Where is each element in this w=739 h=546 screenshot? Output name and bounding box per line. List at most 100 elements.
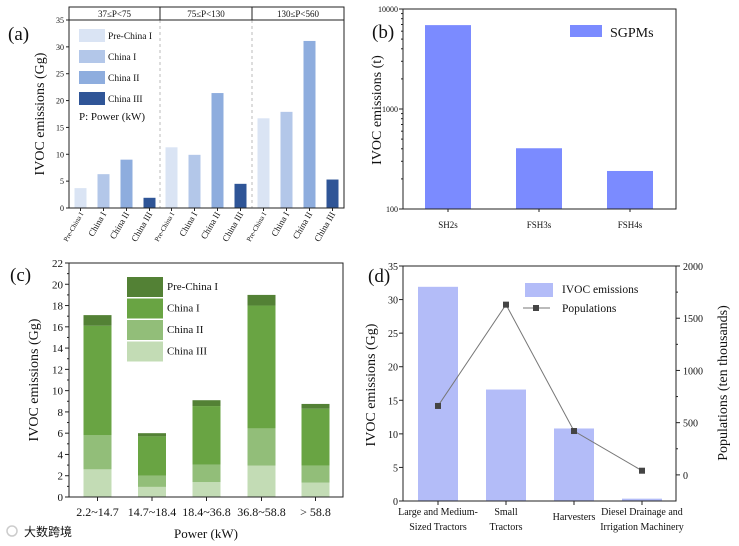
x-tick-label: 36.8~58.8 — [237, 505, 286, 519]
bar — [74, 188, 87, 208]
bar — [280, 111, 293, 208]
legend-label: China I — [167, 303, 200, 315]
y-tick-label: 5 — [60, 177, 64, 186]
watermark-logo-icon — [6, 525, 18, 537]
legend-swatch — [570, 25, 602, 37]
y-tick-label: 0 — [58, 492, 64, 504]
x-tick-label: FSH4s — [618, 220, 643, 230]
y-tick-label: 18 — [52, 301, 64, 313]
x-tick-label: > 58.8 — [300, 505, 331, 519]
y2-tick-label: 1000 — [683, 366, 703, 377]
stacked-bar-segment — [247, 305, 276, 429]
y-tick-label: 14 — [52, 343, 64, 355]
stacked-bar-segment — [192, 406, 221, 465]
group-header-label: 130≤P<560 — [277, 9, 320, 19]
legend-label: China I — [108, 53, 136, 63]
bar — [211, 93, 224, 208]
bar — [554, 428, 594, 501]
population-marker — [435, 402, 441, 409]
stacked-bar-segment — [192, 464, 221, 483]
y-tick-label: 20 — [388, 363, 398, 374]
stacked-bar-segment — [192, 482, 221, 497]
y2-axis-label: Populations (ten thousands) — [716, 305, 731, 461]
y2-tick-label: 2000 — [683, 262, 703, 273]
stacked-bar-segment — [301, 403, 330, 409]
legend-label: Populations — [562, 303, 617, 315]
panel-label-d: (d) — [368, 266, 390, 287]
legend-label: SGPMs — [610, 26, 654, 41]
y-tick-label: 6 — [58, 428, 64, 440]
stacked-bar-segment — [301, 408, 330, 466]
bar — [303, 40, 316, 208]
x-tick-label: Irrigation Machinery — [600, 522, 684, 533]
legend-label: China III — [167, 346, 207, 358]
bar — [425, 25, 471, 209]
legend-swatch — [127, 320, 163, 340]
plot-frame-c — [68, 262, 344, 498]
stacked-bar-segment — [247, 465, 276, 497]
panel-label-c: (c) — [10, 265, 31, 286]
y-tick-label: 25 — [388, 329, 398, 340]
x-tick-label: China I — [86, 210, 108, 238]
bar — [188, 154, 201, 208]
y-tick-label: 30 — [388, 296, 398, 307]
x-tick-label: China III — [312, 210, 337, 243]
stacked-bar-segment — [138, 436, 166, 476]
y-tick-label: 10 — [388, 430, 398, 441]
bar — [97, 174, 110, 208]
y-tick-label: 0 — [60, 204, 64, 213]
stacked-bar-segment — [138, 475, 166, 487]
plot-frame-b — [402, 8, 677, 210]
watermark: 大数跨境 — [24, 524, 72, 539]
panel-label-b: (b) — [372, 22, 394, 43]
bar — [234, 183, 247, 208]
x-tick-label: Pre-China I — [245, 210, 268, 243]
stacked-bar-segment — [301, 482, 330, 497]
y-axis-label: IVOC emissions (Gg) — [27, 318, 42, 441]
legend-label: Pre-China I — [167, 281, 218, 293]
legend-marker — [533, 305, 539, 311]
bar — [165, 147, 178, 208]
y-tick-label: 5 — [393, 463, 398, 474]
legend-swatch — [79, 50, 105, 63]
plot-frame-d — [402, 265, 677, 502]
bar — [120, 159, 133, 208]
stacked-bar-segment — [247, 428, 276, 466]
y-tick-label: 8 — [58, 407, 64, 419]
population-marker — [503, 301, 509, 308]
y-tick-label: 4 — [58, 449, 64, 461]
x-tick-label: SH2s — [438, 220, 458, 230]
y-tick-label: 22 — [52, 258, 63, 270]
y-tick-label: 2 — [58, 471, 64, 483]
y-tick-label: 12 — [52, 364, 63, 376]
x-axis-label: Power (kW) — [174, 526, 238, 541]
bar — [486, 389, 526, 501]
stacked-bar-segment — [192, 400, 221, 407]
stacked-bar-segment — [138, 486, 166, 497]
y2-tick-label: 0 — [683, 471, 688, 482]
plot-frame-a — [68, 19, 345, 209]
y2-tick-label: 500 — [683, 419, 698, 430]
bar — [607, 170, 653, 209]
x-tick-label: China III — [129, 210, 154, 243]
legend-swatch — [127, 341, 163, 362]
panel-label-a: (a) — [8, 24, 29, 45]
population-marker — [571, 428, 577, 435]
y-tick-label: 35 — [56, 16, 64, 25]
x-tick-label: 2.2~14.7 — [76, 505, 119, 519]
x-tick-label: China I — [177, 210, 199, 238]
x-tick-label: Large and Medium- — [398, 507, 478, 518]
bar — [143, 197, 156, 208]
y-tick-label: 16 — [52, 322, 64, 334]
group-header-label: 37≤P<75 — [98, 9, 132, 19]
x-tick-label: 14.7~18.4 — [128, 505, 177, 519]
legend-label: IVOC emissions — [562, 284, 639, 296]
y-tick-label: 10000 — [378, 5, 398, 14]
annotation: P: Power (kW) — [79, 111, 145, 123]
y-tick-label: 20 — [56, 97, 64, 106]
bar — [257, 118, 270, 208]
legend-label: China III — [108, 95, 143, 105]
x-tick-label: China II — [108, 210, 132, 241]
bar — [516, 148, 562, 209]
